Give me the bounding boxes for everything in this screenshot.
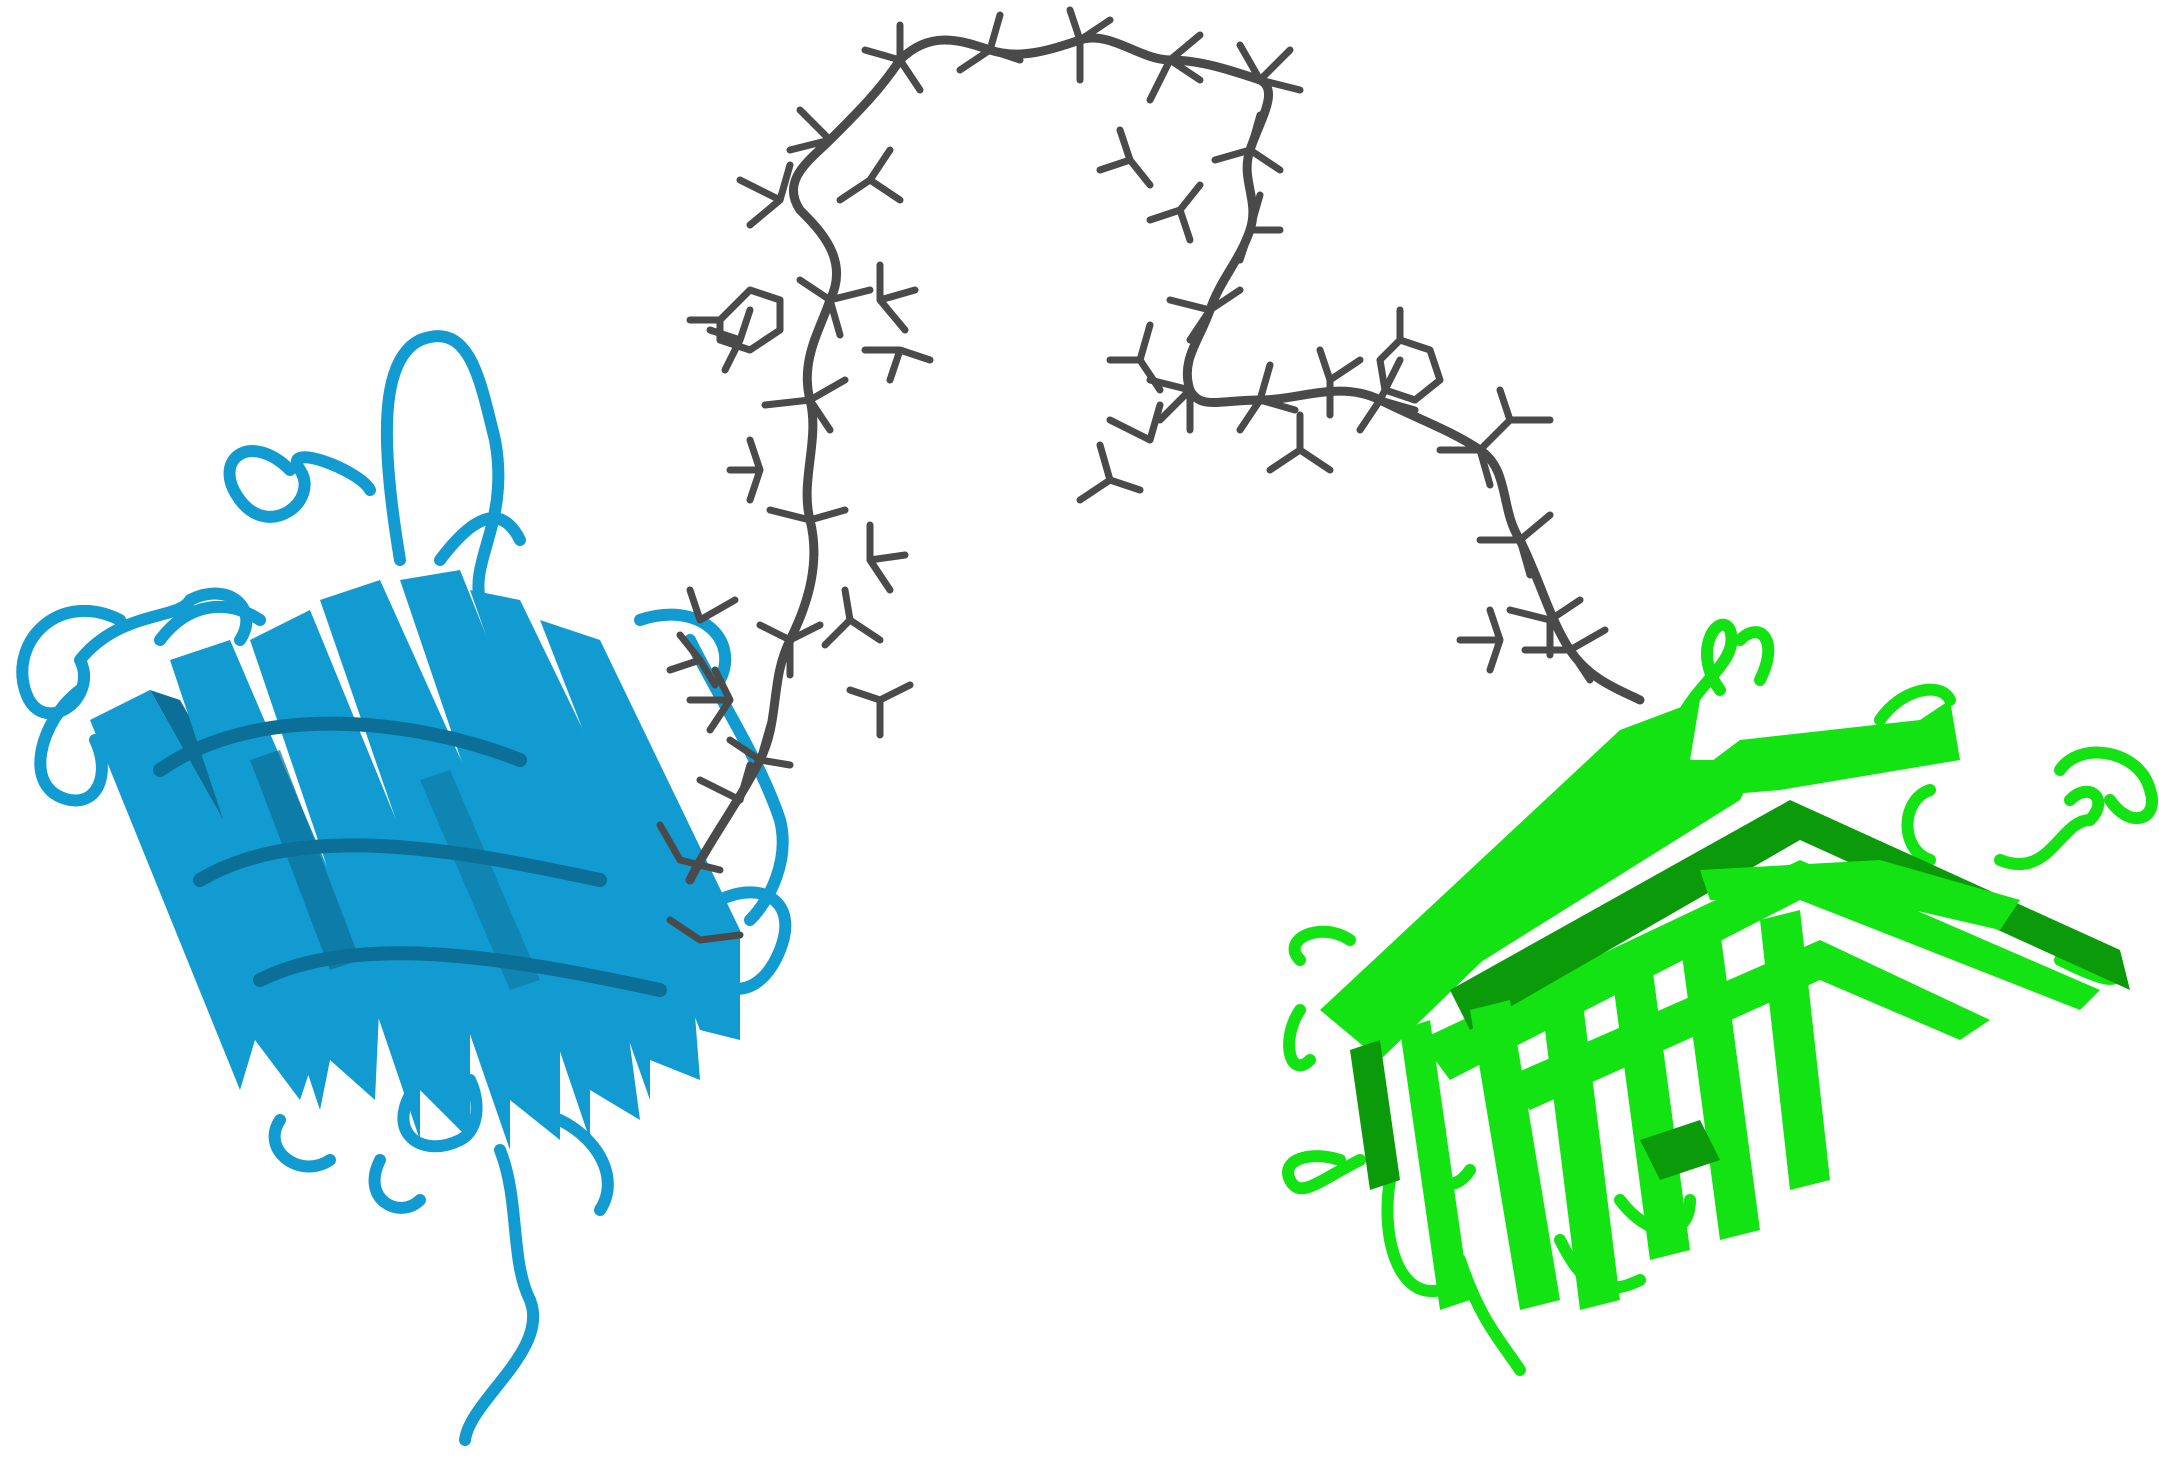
linker-chain — [656, 6, 1645, 944]
linker-side-chains — [656, 6, 1609, 944]
blue-strands — [90, 570, 740, 1150]
blue-loops — [16, 330, 792, 1446]
green-strands — [1320, 700, 2130, 1310]
linker-backbone — [685, 33, 1645, 885]
green-protein — [1282, 618, 2158, 1376]
blue-inner-ribbon — [153, 716, 667, 997]
blue-protein — [16, 330, 792, 1446]
